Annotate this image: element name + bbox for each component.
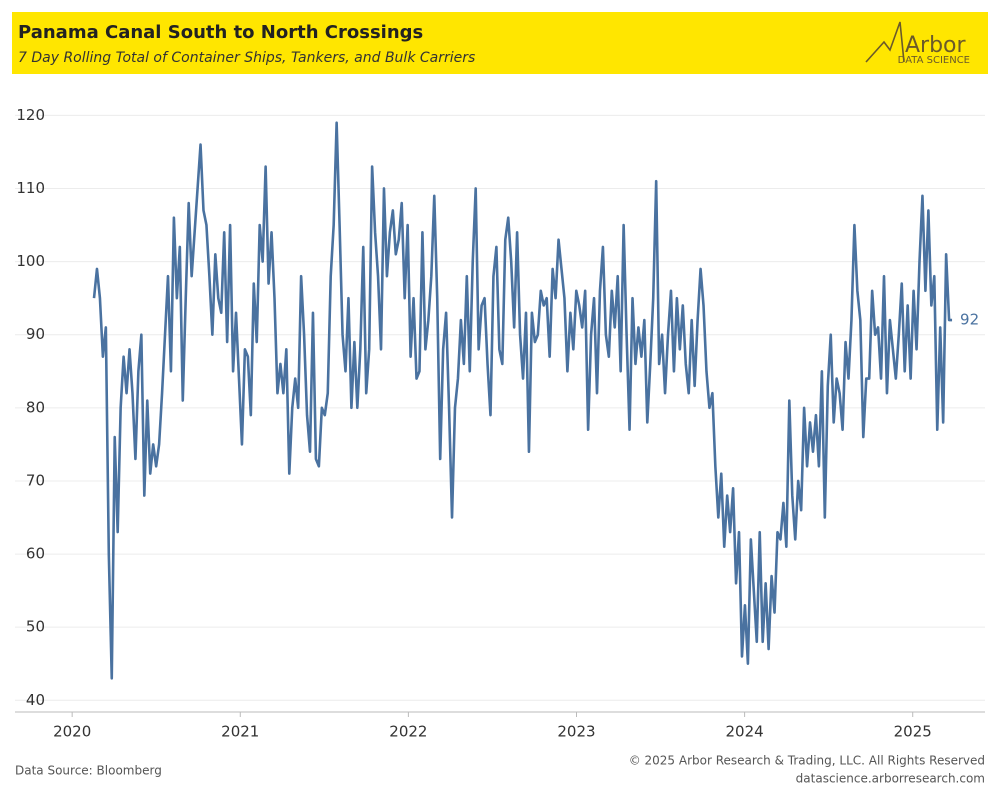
logo-tagline: DATA SCIENCE	[898, 55, 970, 66]
y-tick-label: 60	[26, 545, 45, 563]
logo-name: Arbor	[905, 33, 967, 58]
y-tick-label: 120	[16, 106, 45, 124]
y-tick-label: 80	[26, 398, 45, 416]
end-value-label: 92	[960, 311, 979, 329]
copyright: © 2025 Arbor Research & Trading, LLC. Al…	[629, 754, 985, 768]
x-tick-label: 2020	[53, 723, 91, 741]
x-tick-label: 2023	[557, 723, 595, 741]
chart-subtitle: 7 Day Rolling Total of Container Ships, …	[18, 50, 475, 66]
website: datascience.arborresearch.com	[796, 772, 985, 786]
y-tick-label: 100	[16, 252, 45, 270]
x-tick-label: 2021	[221, 723, 259, 741]
y-tick-label: 70	[26, 471, 45, 489]
series-line	[92, 121, 953, 680]
y-tick-label: 90	[26, 325, 45, 343]
source-note: Data Source: Bloomberg	[15, 764, 162, 778]
y-tick-label: 40	[26, 691, 45, 709]
y-tick-label: 110	[16, 179, 45, 197]
x-tick-label: 2022	[389, 723, 427, 741]
x-tick-label: 2024	[726, 723, 764, 741]
chart-title: Panama Canal South to North Crossings	[18, 22, 423, 43]
y-tick-label: 50	[26, 618, 45, 636]
x-tick-label: 2025	[894, 723, 932, 741]
logo-icon	[865, 21, 905, 63]
header-band	[12, 12, 988, 74]
